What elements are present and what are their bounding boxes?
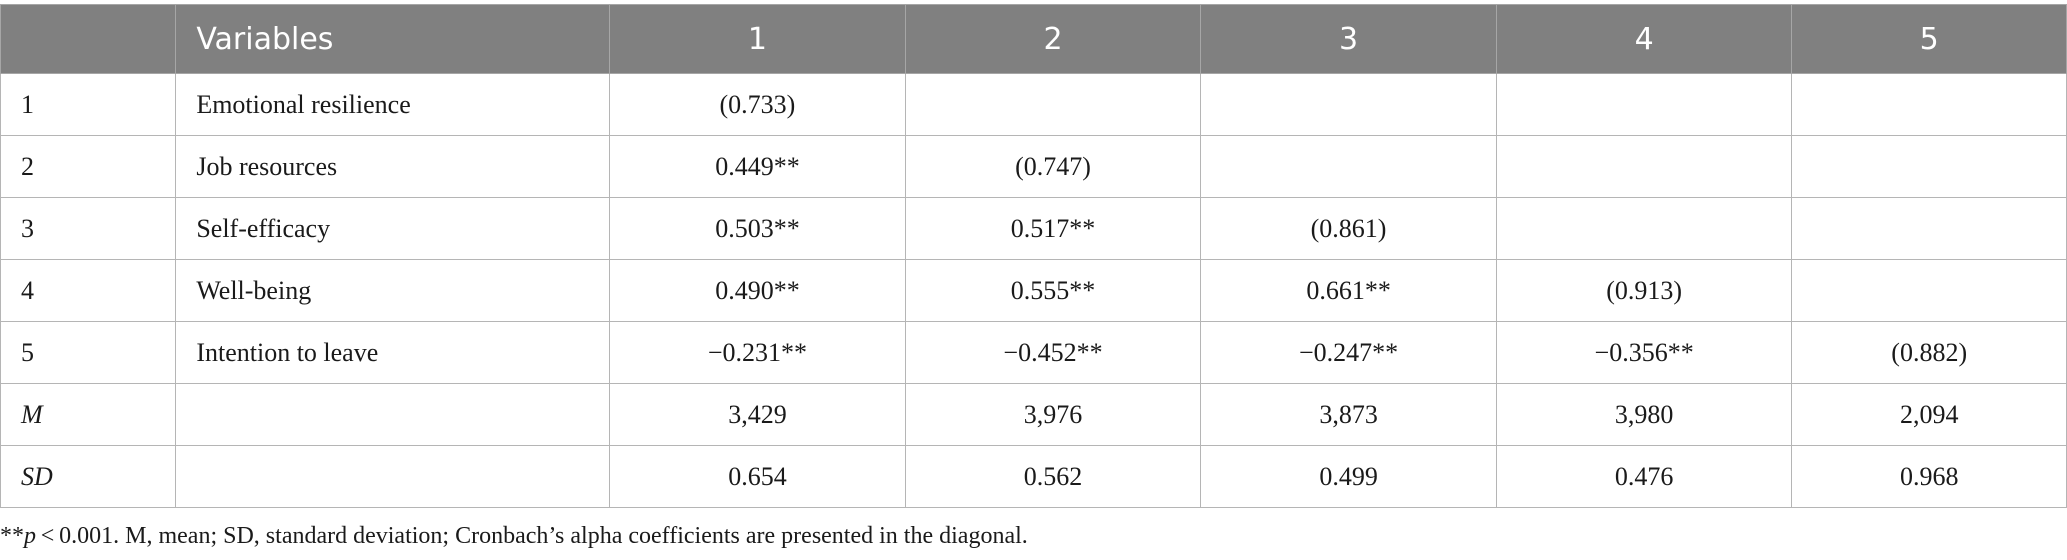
table-cell: 0.490**	[609, 259, 906, 322]
table-cell	[1495, 135, 1793, 198]
table-row: M 3,429 3,976 3,873 3,980 2,094	[0, 383, 2067, 446]
table-cell	[1200, 73, 1497, 136]
row-variable	[175, 445, 611, 508]
row-variable	[175, 383, 611, 446]
table-cell: 0.555**	[904, 259, 1202, 322]
row-index: SD	[0, 445, 177, 508]
table-cell: (0.861)	[1200, 197, 1497, 260]
table-cell: 3,980	[1495, 383, 1793, 446]
row-index: M	[0, 383, 177, 446]
row-variable: Emotional resilience	[175, 73, 611, 136]
footnote-stars: **	[0, 523, 24, 549]
header-col-1: 1	[609, 4, 906, 74]
table-row: 4 Well-being 0.490** 0.555** 0.661** (0.…	[0, 259, 2067, 322]
table-row: 5 Intention to leave −0.231** −0.452** −…	[0, 321, 2067, 384]
table-row: 3 Self-efficacy 0.503** 0.517** (0.861)	[0, 197, 2067, 260]
row-variable: Self-efficacy	[175, 197, 611, 260]
table-cell: 0.517**	[904, 197, 1202, 260]
row-variable: Well-being	[175, 259, 611, 322]
table-cell	[1791, 197, 2067, 260]
table-cell: 0.661**	[1200, 259, 1497, 322]
table-row: 2 Job resources 0.449** (0.747)	[0, 135, 2067, 198]
table-footnote: **p < 0.001. M, mean; SD, standard devia…	[0, 523, 1028, 550]
table-cell: 3,873	[1200, 383, 1497, 446]
table-cell: −0.231**	[609, 321, 906, 384]
table-cell	[1495, 197, 1793, 260]
table-cell	[1791, 73, 2067, 136]
row-variable: Intention to leave	[175, 321, 611, 384]
table-cell: (0.733)	[609, 73, 906, 136]
table-cell	[1495, 73, 1793, 136]
table-cell: (0.747)	[904, 135, 1202, 198]
table-header: Variables 1 2 3 4 5	[0, 4, 2067, 74]
table-cell	[1200, 135, 1497, 198]
footnote-text: < 0.001. M, mean; SD, standard deviation…	[36, 523, 1028, 549]
table-cell: 0.499	[1200, 445, 1497, 508]
header-col-5: 5	[1791, 4, 2067, 74]
header-col-2: 2	[904, 4, 1202, 74]
table-cell: (0.882)	[1791, 321, 2067, 384]
correlation-table: Variables 1 2 3 4 5 1 Emotional resilien…	[0, 4, 2067, 508]
table-cell: 0.449**	[609, 135, 906, 198]
table-body: 1 Emotional resilience (0.733) 2 Job res…	[0, 73, 2067, 508]
table-cell: −0.247**	[1200, 321, 1497, 384]
table-cell	[904, 73, 1202, 136]
table-cell: 0.968	[1791, 445, 2067, 508]
header-col-3: 3	[1200, 4, 1497, 74]
table-cell: 0.476	[1495, 445, 1793, 508]
header-col-4: 4	[1495, 4, 1793, 74]
table-cell	[1791, 135, 2067, 198]
table-cell: 3,429	[609, 383, 906, 446]
header-index	[0, 4, 177, 74]
row-index: 1	[0, 73, 177, 136]
row-index: 3	[0, 197, 177, 260]
table-cell: −0.452**	[904, 321, 1202, 384]
table-row: SD 0.654 0.562 0.499 0.476 0.968	[0, 445, 2067, 508]
footnote-p: p	[24, 523, 36, 549]
table-cell: 0.654	[609, 445, 906, 508]
table-cell: 2,094	[1791, 383, 2067, 446]
row-variable: Job resources	[175, 135, 611, 198]
table-cell: −0.356**	[1495, 321, 1793, 384]
table-cell: 0.562	[904, 445, 1202, 508]
header-row: Variables 1 2 3 4 5	[0, 4, 2067, 74]
row-index: 4	[0, 259, 177, 322]
table-row: 1 Emotional resilience (0.733)	[0, 73, 2067, 136]
header-variables: Variables	[175, 4, 611, 74]
row-index: 5	[0, 321, 177, 384]
table-cell: (0.913)	[1495, 259, 1793, 322]
row-index: 2	[0, 135, 177, 198]
table-cell: 3,976	[904, 383, 1202, 446]
table-cell: 0.503**	[609, 197, 906, 260]
table-cell	[1791, 259, 2067, 322]
correlation-table-container: Variables 1 2 3 4 5 1 Emotional resilien…	[0, 4, 2067, 508]
